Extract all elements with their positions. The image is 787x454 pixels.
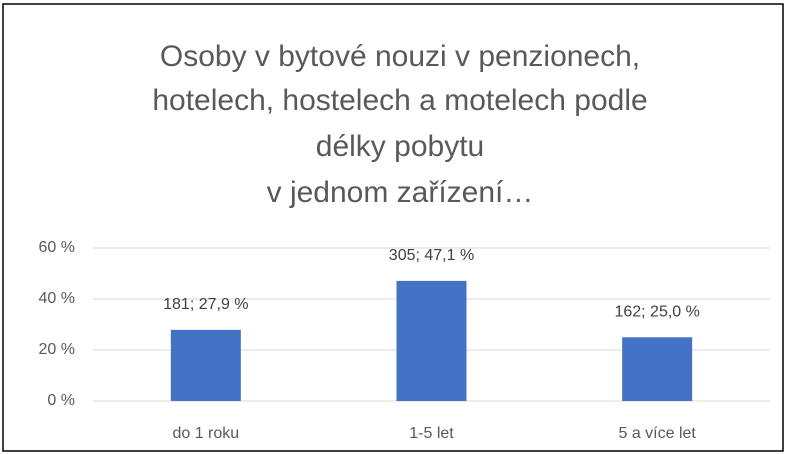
data-label: 162; 25,0 %: [614, 303, 699, 320]
data-label: 305; 47,1 %: [389, 247, 474, 264]
data-label: 181; 27,9 %: [163, 296, 248, 313]
chart-title: v jednom zařízení…: [267, 176, 534, 209]
x-tick-label: do 1 roku: [172, 425, 239, 442]
chart-title: hotelech, hostelech a motelech podle: [152, 84, 647, 117]
chart-title: délky pobytu: [316, 130, 484, 163]
x-tick-label: 1-5 let: [409, 425, 454, 442]
y-tick-label: 0 %: [47, 392, 75, 409]
bar: [622, 337, 693, 401]
y-tick-label: 20 %: [39, 341, 75, 358]
x-tick-label: 5 a více let: [618, 425, 696, 442]
y-tick-label: 40 %: [39, 290, 75, 307]
bar: [396, 280, 467, 401]
y-tick-label: 60 %: [39, 239, 75, 256]
chart-title: Osoby v bytové nouzi v penzionech,: [160, 40, 640, 73]
bar: [170, 329, 241, 401]
